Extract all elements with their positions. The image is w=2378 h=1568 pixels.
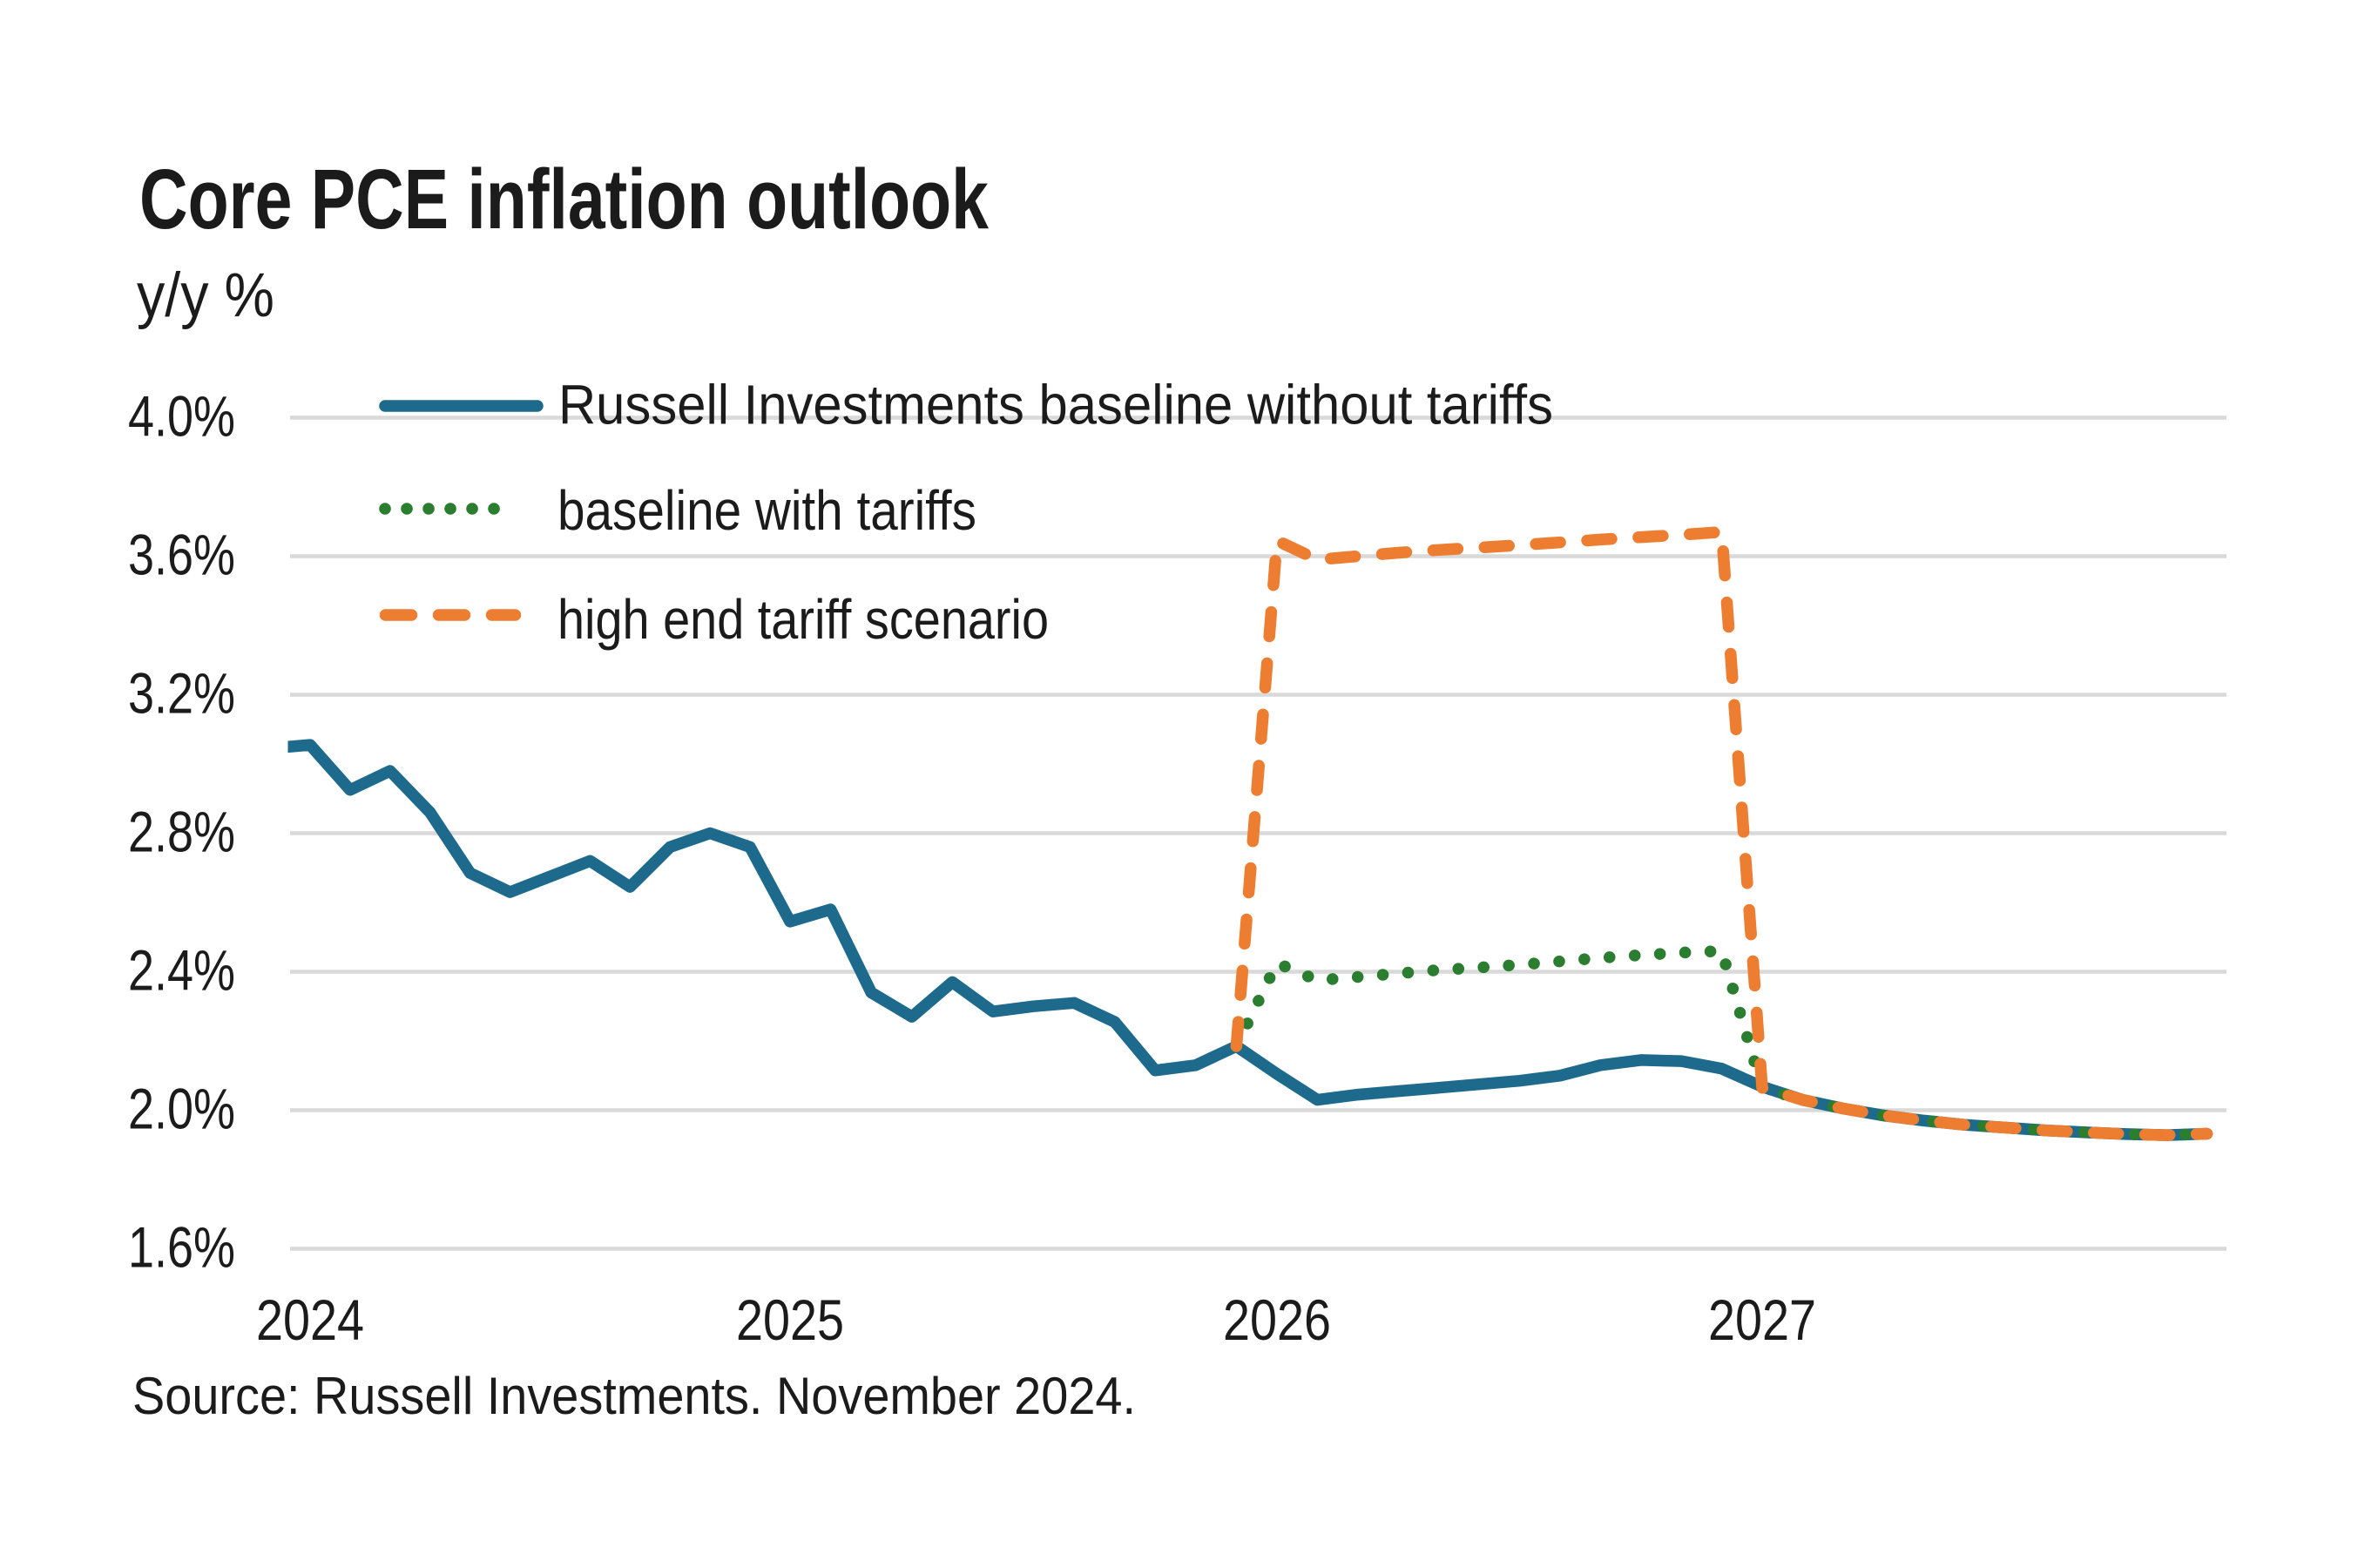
svg-text:high end tariff scenario: high end tariff scenario [557,588,1049,651]
svg-text:Russell Investments baseline w: Russell Investments baseline without tar… [558,374,1553,436]
svg-text:baseline with tariffs: baseline with tariffs [557,479,976,542]
svg-text:4.0%: 4.0% [128,384,235,449]
svg-text:2026: 2026 [1223,1288,1331,1352]
svg-text:3.2%: 3.2% [128,661,235,726]
svg-text:2.4%: 2.4% [128,938,235,1003]
svg-text:1.6%: 1.6% [128,1215,235,1280]
svg-text:3.6%: 3.6% [128,523,235,587]
svg-text:Source: Russell Investments. N: Source: Russell Investments. November 20… [132,1367,1136,1425]
svg-text:2027: 2027 [1708,1288,1816,1352]
svg-text:2.0%: 2.0% [128,1077,235,1141]
svg-text:Core PCE inflation outlook: Core PCE inflation outlook [139,152,990,247]
svg-text:y/y %: y/y % [137,261,274,330]
svg-text:2025: 2025 [736,1288,844,1352]
svg-text:2024: 2024 [256,1288,364,1352]
svg-text:2.8%: 2.8% [128,800,235,864]
